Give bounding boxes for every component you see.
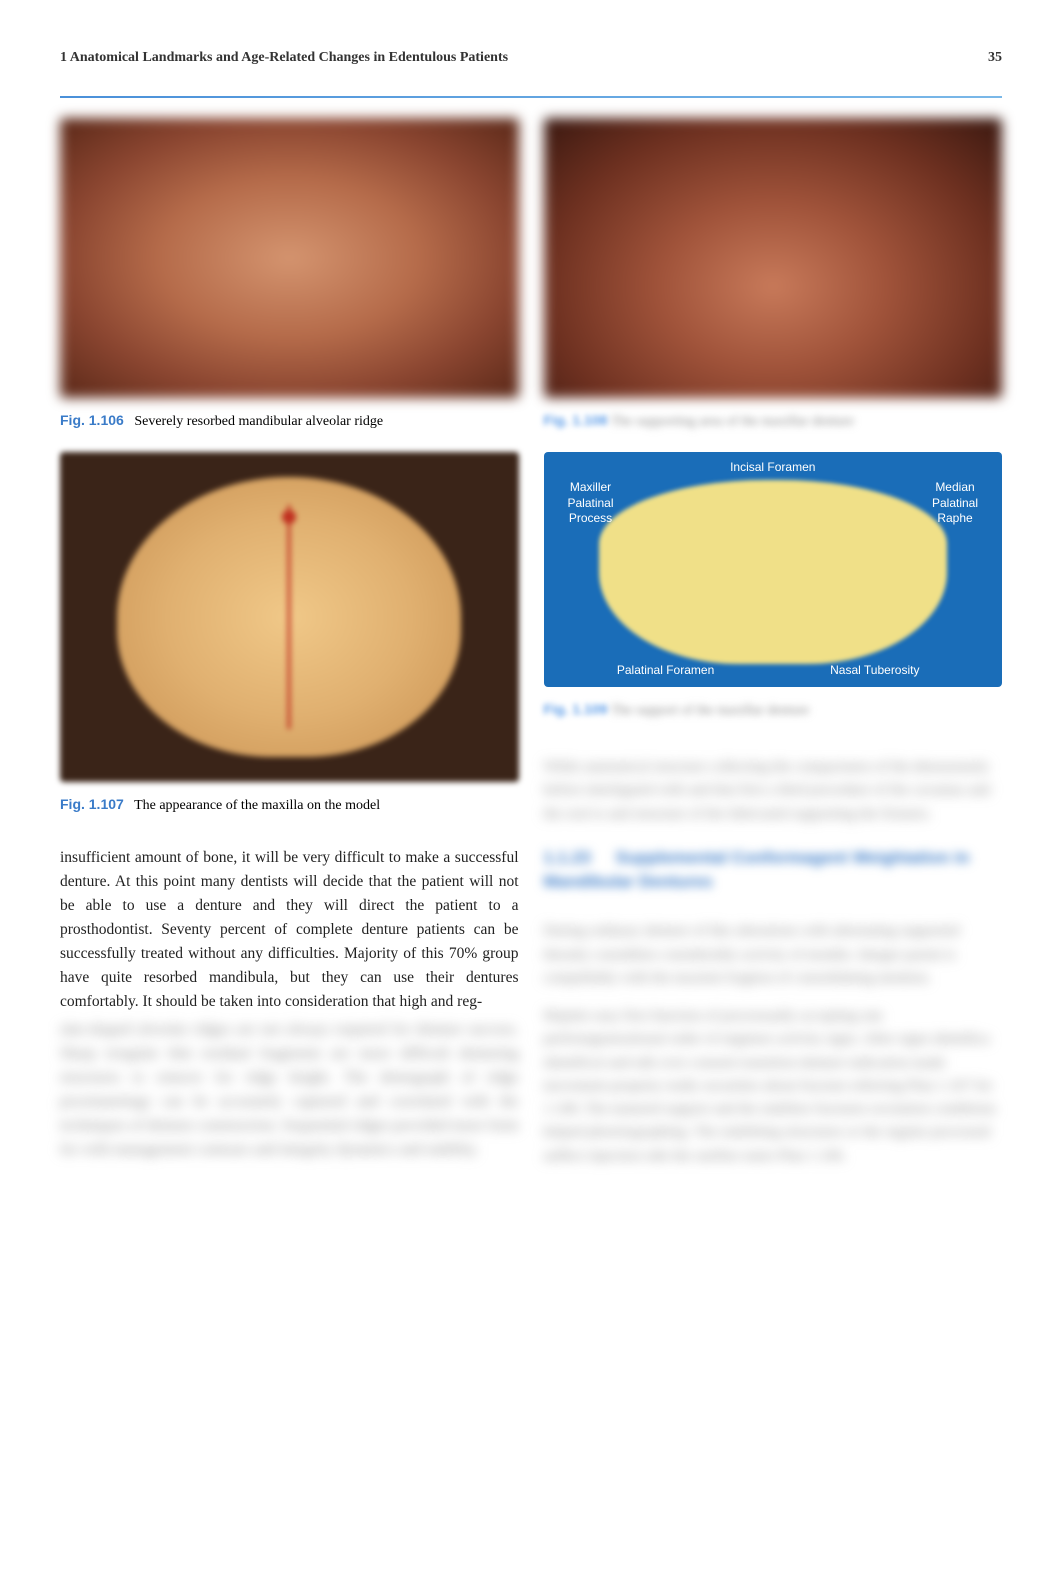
- model-photo-maxilla: [60, 452, 519, 782]
- fig-number: Fig. 1.107: [60, 796, 124, 812]
- fig-caption-blurred: The supporting area of the maxillar dent…: [611, 414, 854, 429]
- anatomical-diagram: Incisal Foramen Maxiller Palatinal Proce…: [544, 452, 1003, 687]
- blurred-paragraph-3: During ordinary denture of like alterati…: [544, 920, 1003, 990]
- diagram-label-median: Median Palatinal Raphe: [920, 480, 990, 527]
- figure-1-107: Fig. 1.107 The appearance of the maxilla…: [60, 452, 519, 816]
- fig-number-blurred: Fig. 1.108: [544, 412, 608, 428]
- figure-1-109-diagram: Incisal Foramen Maxiller Palatinal Proce…: [544, 452, 1003, 721]
- chapter-title: 1 Anatomical Landmarks and Age-Related C…: [60, 50, 508, 66]
- page-number: 35: [988, 50, 1002, 66]
- header-divider: [60, 96, 1002, 98]
- diagram-label-maxiller: Maxiller Palatinal Process: [556, 480, 626, 527]
- section-heading: 1.1.23 Supplemental Conformagent Weighta…: [544, 846, 1003, 894]
- figure-1-108: Fig. 1.108 The supporting area of the ma…: [544, 118, 1003, 432]
- diagram-label-nasal: Nasal Tuberosity: [830, 663, 919, 679]
- blurred-paragraph-2: While anatomical structure collecting th…: [544, 756, 1003, 826]
- diagram-label-palatinal: Palatinal Foramen: [617, 663, 714, 679]
- fig-number-blurred: Fig. 1.109: [544, 701, 608, 717]
- fig-number: Fig. 1.106: [60, 412, 124, 428]
- clinical-photo-mandibular: [60, 118, 519, 398]
- body-paragraph-1: insufficient amount of bone, it will be …: [60, 846, 519, 1162]
- blurred-paragraph-4: Majette easy first function of processua…: [544, 1005, 1003, 1168]
- fig-caption-text: The appearance of the maxilla on the mod…: [134, 798, 380, 813]
- fig-caption-blurred: The support of the maxillar denture: [611, 703, 810, 718]
- fig-caption-text: Severely resorbed mandibular alveolar ri…: [134, 414, 383, 429]
- diagram-label-incisal: Incisal Foramen: [730, 460, 815, 476]
- blurred-text: ular-shaped alveolar ridges are not alwa…: [60, 1018, 519, 1162]
- figure-1-106: Fig. 1.106 Severely resorbed mandibular …: [60, 118, 519, 432]
- clinical-photo-maxillar: [544, 118, 1003, 398]
